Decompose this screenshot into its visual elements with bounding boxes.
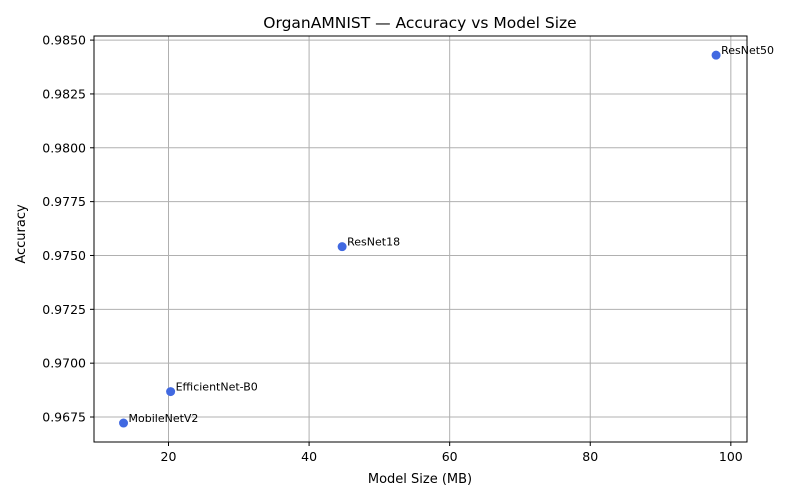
x-tick-label: 40: [301, 449, 317, 464]
data-point-label: ResNet50: [721, 44, 774, 57]
y-tick-label: 0.9850: [42, 33, 86, 48]
data-point: [119, 418, 129, 428]
x-tick-label: 80: [582, 449, 598, 464]
y-axis-ticks: 0.9675 0.9700 0.9725 0.9750 0.9775 0.9800 0.98…: [42, 33, 94, 425]
x-tick-label: 60: [442, 449, 458, 464]
x-tick-label: 100: [719, 449, 743, 464]
x-axis-ticks: 20 40 60 80 100: [161, 442, 743, 464]
data-point-label: MobileNetV2: [129, 412, 199, 425]
grid-lines: [94, 36, 747, 442]
y-tick-label: 0.9775: [42, 194, 86, 209]
data-point: [711, 50, 721, 60]
x-tick-label: 20: [161, 449, 177, 464]
data-point-label: ResNet18: [347, 236, 400, 249]
y-tick-label: 0.9725: [42, 302, 86, 317]
plot-frame: [93, 35, 748, 443]
data-point: [166, 387, 176, 397]
data-point: [337, 242, 347, 252]
data-point-label: EfficientNet-B0: [176, 381, 258, 394]
y-tick-label: 0.9825: [42, 86, 86, 101]
y-tick-label: 0.9800: [42, 140, 86, 155]
y-tick-label: 0.9700: [42, 356, 86, 371]
y-axis-label: Accuracy: [14, 204, 29, 264]
y-tick-label: 0.9750: [42, 248, 86, 263]
data-points: MobileNetV2 EfficientNet-B0 ResNet18 ResNet…: [119, 44, 774, 428]
chart-title: OrganAMNIST — Accuracy vs Model Size: [263, 14, 576, 32]
y-tick-label: 0.9675: [42, 410, 86, 425]
x-axis-label: Model Size (MB): [368, 472, 472, 487]
